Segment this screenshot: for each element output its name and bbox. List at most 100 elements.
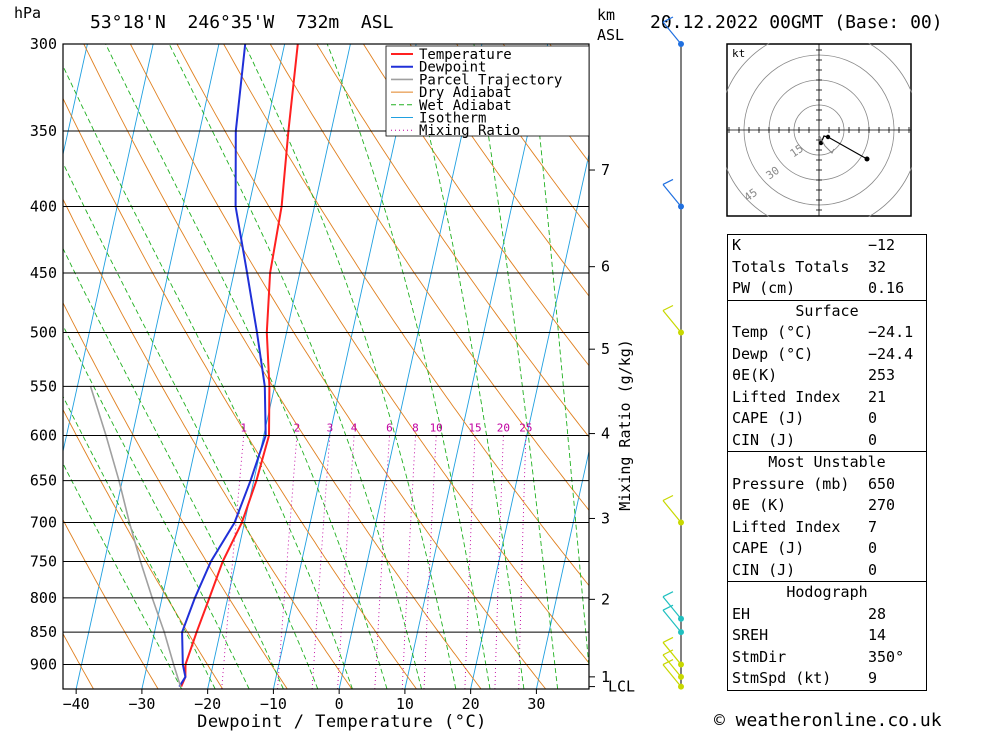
mixing-ratio-axis-title: Mixing Ratio (g/kg) — [616, 339, 634, 511]
wet-adiabat-line — [63, 462, 182, 689]
mixing-ratio-label: 15 — [468, 421, 481, 434]
dry-adiabat-line — [63, 97, 417, 689]
pressure-tick-label: 550 — [30, 377, 57, 395]
hodograph-stats-section: Hodograph EH 28 SREH 14 StmDir 350° StmSpd … — [728, 581, 926, 690]
isotherm-line — [63, 44, 88, 157]
mixing-ratio-line — [401, 435, 416, 689]
mixing-ratio-label: 4 — [351, 421, 358, 434]
dry-adiabat-line — [690, 44, 720, 689]
mixing-ratio-line — [518, 435, 527, 689]
mixing-ratio-label: 3 — [327, 421, 334, 434]
x-axis-title: Dewpoint / Temperature (°C) — [197, 712, 487, 732]
wind-barb-flag — [662, 494, 674, 502]
wind-level-dot — [678, 629, 684, 636]
wind-barb-flag — [662, 591, 674, 598]
mixing-ratio-label: 1 — [240, 421, 247, 434]
wet-adiabat-line — [244, 44, 457, 689]
index-row-k: K −12 — [732, 236, 896, 254]
mixing-ratio-label: 10 — [430, 421, 443, 434]
datetime-label: 20.12.2022 00GMT (Base: 00) — [650, 12, 943, 33]
pressure-tick-label: 350 — [30, 122, 57, 140]
hodograph-ring-label-45: 45 — [742, 186, 760, 204]
surface-row-theta: θE(K) 253 — [732, 366, 896, 384]
wet-adiabat-line — [63, 65, 353, 689]
legend-box — [385, 45, 590, 137]
x-tick-label: −20 — [194, 695, 221, 713]
wind-level-dot — [678, 615, 684, 622]
hodo-row-stmdir: StmDir 350° — [732, 647, 905, 666]
surface-title: Surface — [795, 301, 859, 320]
isotherm-line — [272, 44, 417, 689]
dry-adiabat-line — [502, 44, 589, 163]
isotherm-line — [338, 44, 483, 689]
indices-panel: K −12 Totals Totals 32 PW (cm) 0.16 Surface… — [727, 234, 927, 691]
wind-barb — [662, 310, 682, 333]
isotherm-line — [470, 152, 589, 689]
wind-level-dot — [678, 329, 684, 336]
height-unit-asl: ASL — [597, 26, 625, 44]
mu-row-li: Lifted Index 7 — [732, 517, 878, 536]
wind-barb-flag — [662, 604, 674, 611]
wet-adiabat-line — [63, 161, 319, 689]
hodograph-point — [864, 156, 870, 162]
wind-barb — [662, 664, 682, 687]
wind-barb-flag — [662, 304, 674, 312]
hodograph-unit-label: kt — [732, 47, 745, 60]
height-km-label: 3 — [601, 509, 610, 527]
wind-barb — [662, 596, 682, 620]
mu-row-cin: CIN (J) 0 — [732, 560, 878, 579]
isotherm-line — [668, 44, 720, 689]
wet-adiabat-line — [63, 395, 216, 689]
dewpoint-line — [178, 44, 267, 688]
skew-t-chart: 300350400450500550600650700750800850900−… — [0, 16, 720, 732]
wind-barb-flag — [662, 659, 674, 666]
dry-adiabat-line — [63, 408, 224, 689]
dry-adiabat-line — [223, 44, 589, 587]
pressure-tick-label: 900 — [30, 655, 57, 673]
pressure-tick-label: 700 — [30, 514, 57, 532]
isotherm-line — [141, 44, 286, 689]
dry-adiabat-line — [63, 198, 353, 689]
wet-adiabat-line — [105, 44, 388, 689]
isotherm-line — [75, 44, 220, 689]
mixing-ratio-line — [423, 435, 437, 689]
wind-barb — [662, 654, 682, 678]
surface-row-dewp: Dewp (°C) −24.4 — [732, 344, 914, 363]
location-title: 53°18'N 246°35'W 732m ASL — [90, 12, 394, 33]
mu-row-theta: θE (K) 270 — [732, 496, 896, 514]
height-unit-km: km — [597, 6, 616, 24]
wind-level-dot — [678, 41, 684, 47]
wind-barb-flag — [662, 636, 674, 643]
x-tick-label: −10 — [260, 695, 287, 713]
isotherm-line — [63, 44, 154, 454]
wet-adiabat-line — [168, 44, 422, 689]
mixing-ratio-line — [311, 435, 331, 689]
wind-barb — [662, 21, 682, 45]
mixing-ratio-line — [374, 435, 390, 689]
mu-row-pressure: Pressure (mb) 650 — [732, 474, 896, 493]
dry-adiabat-line — [316, 44, 589, 438]
x-tick-label: 0 — [335, 695, 344, 713]
pressure-tick-label: 400 — [30, 197, 57, 215]
dry-adiabat-line — [130, 44, 547, 689]
mixing-ratio-line — [337, 435, 355, 689]
dry-adiabat-line — [409, 44, 589, 297]
wet-adiabat-line — [405, 44, 525, 689]
dry-adiabat-line — [269, 44, 589, 512]
hodograph-ring-label-15: 15 — [788, 142, 806, 160]
mixing-ratio-label: 8 — [412, 421, 419, 434]
x-tick-label: 30 — [527, 695, 545, 713]
copyright-footer[interactable]: © weatheronline.co.uk — [714, 710, 942, 731]
dry-adiabat-line — [63, 519, 159, 689]
dry-adiabat-line — [0, 44, 29, 689]
isotherm-line — [404, 44, 549, 689]
x-tick-label: −30 — [128, 695, 155, 713]
dry-adiabat-line — [176, 44, 589, 664]
pressure-tick-label: 500 — [30, 323, 57, 341]
wind-level-dot — [678, 519, 684, 526]
height-km-label: 4 — [601, 425, 610, 443]
dry-adiabat-line — [63, 301, 288, 689]
x-tick-label: 20 — [462, 695, 480, 713]
surface-row-cape: CAPE (J) 0 — [732, 409, 878, 427]
wind-barb-flag — [662, 16, 674, 23]
